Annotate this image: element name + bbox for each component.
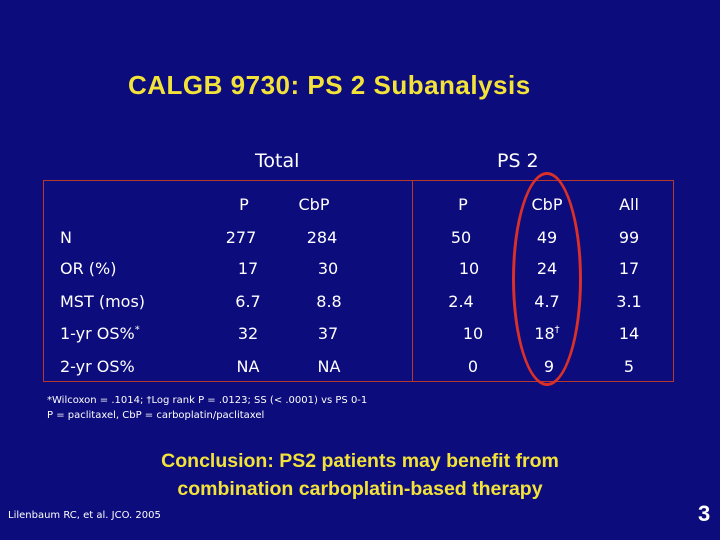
row-label-2yr-os: 2-yr OS% [60,357,135,376]
footnote-line: *Wilcoxon = .1014; †Log rank P = .0123; … [47,395,368,406]
group-label-total: Total [255,150,300,172]
table-cell: 3.1 [616,292,642,311]
table-cell: 6.7 [235,292,261,311]
footnote-line: P = paclitaxel, CbP = carboplatin/paclit… [47,410,265,421]
results-table [43,180,674,382]
col-header-all-ps2: All [619,195,639,214]
table-cell: 32 [237,324,259,343]
table-cell: 10 [458,259,480,278]
table-cell: 14 [618,324,640,343]
table-cell: 99 [618,228,640,247]
row-label-mst: MST (mos) [60,292,146,311]
table-cell: 17 [237,259,259,278]
table-cell: 30 [317,259,339,278]
conclusion: Conclusion: PS2 patients may benefit fro… [0,447,720,503]
row-label-text: 1-yr OS% [60,324,135,343]
table-cell: 0 [467,357,479,376]
table-cell: 17 [618,259,640,278]
table-cell: 37 [317,324,339,343]
conclusion-line: combination carboplatin-based therapy [177,478,543,500]
conclusion-line: Conclusion: PS2 patients may benefit fro… [161,450,559,472]
table-cell: 10 [462,324,484,343]
row-label-n: N [60,228,72,247]
row-label-1yr-os: 1-yr OS%* [60,324,140,343]
citation: Lilenbaum RC, et al. JCO. 2005 [8,510,161,521]
group-label-ps2: PS 2 [497,150,539,172]
table-cell: 277 [225,228,257,247]
table-cell: NA [317,357,341,376]
row-label-or: OR (%) [60,259,117,278]
table-cell: 8.8 [316,292,342,311]
table-divider [412,180,413,382]
col-header-p-ps2: P [458,195,468,214]
col-header-cbp-total: CbP [298,195,330,214]
footnote-marker: * [134,324,140,336]
table-cell: 284 [306,228,338,247]
col-header-p-total: P [239,195,249,214]
table-cell: 50 [450,228,472,247]
highlight-oval [512,172,582,386]
footnotes: *Wilcoxon = .1014; †Log rank P = .0123; … [47,393,367,423]
table-cell: NA [236,357,260,376]
slide-title: CALGB 9730: PS 2 Subanalysis [128,70,531,100]
table-cell: 5 [623,357,635,376]
table-cell: 2.4 [448,292,474,311]
page-number: 3 [698,501,711,526]
